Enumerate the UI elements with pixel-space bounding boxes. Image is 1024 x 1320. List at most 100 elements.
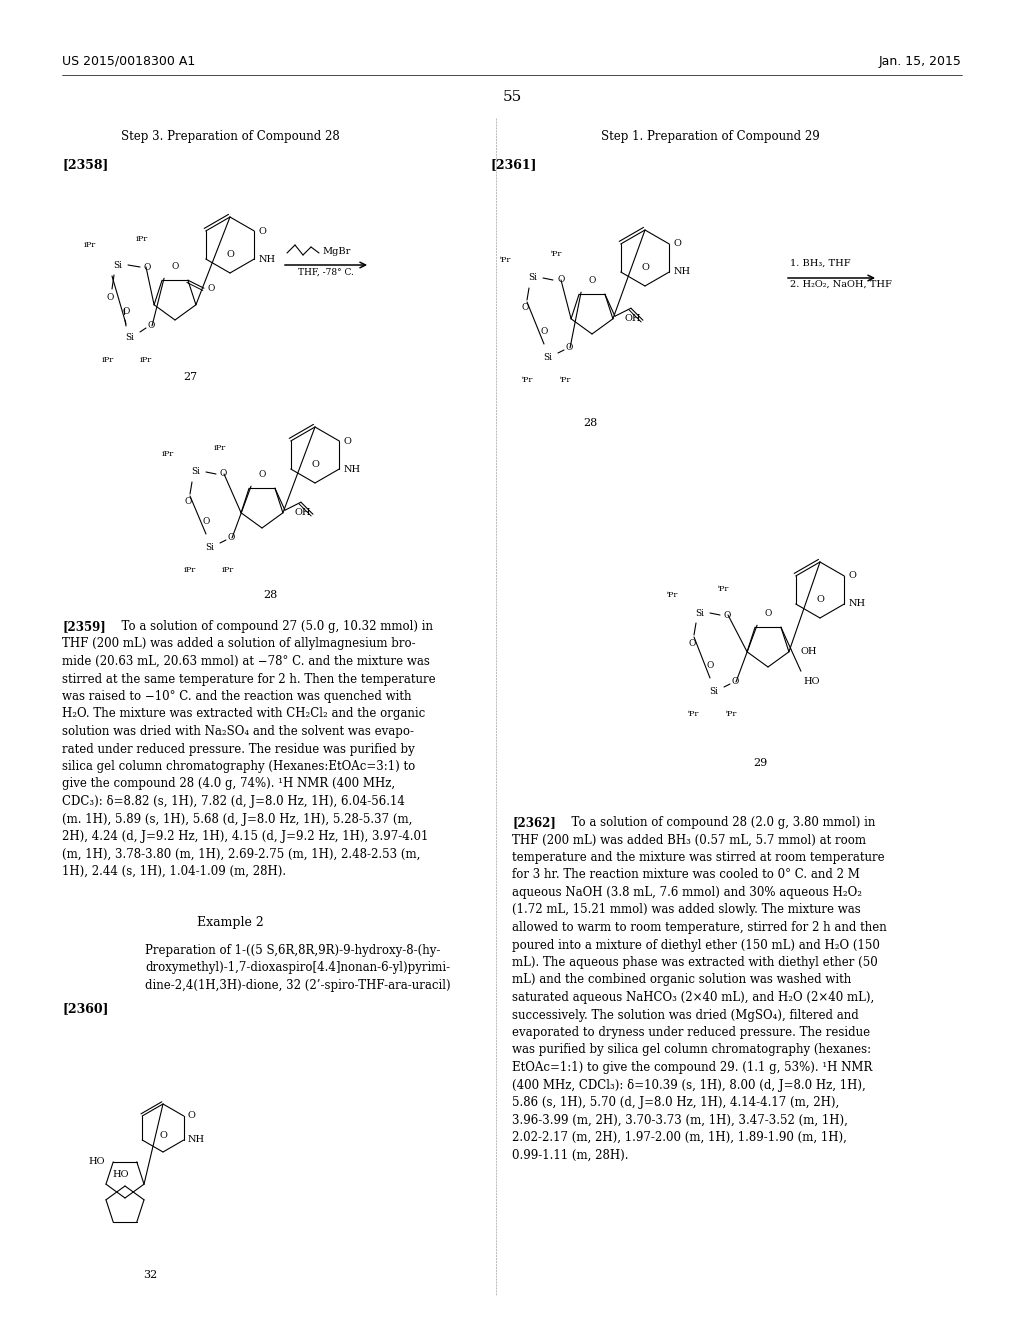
Text: THF, -78° C.: THF, -78° C. [298, 268, 354, 277]
Text: (m. 1H), 5.89 (s, 1H), 5.68 (d, J=8.0 Hz, 1H), 5.28-5.37 (m,: (m. 1H), 5.89 (s, 1H), 5.68 (d, J=8.0 Hz… [62, 813, 413, 825]
Text: ⁱPr: ⁱPr [551, 249, 562, 257]
Text: iPr: iPr [136, 235, 148, 243]
Text: O: O [848, 572, 856, 581]
Text: Preparation of 1-((5 S,6R,8R,9R)-9-hydroxy-8-(hy-: Preparation of 1-((5 S,6R,8R,9R)-9-hydro… [145, 944, 440, 957]
Text: iPr: iPr [162, 450, 174, 458]
Text: O: O [732, 677, 739, 686]
Text: CDC₃): δ=8.82 (s, 1H), 7.82 (d, J=8.0 Hz, 1H), 6.04-56.14: CDC₃): δ=8.82 (s, 1H), 7.82 (d, J=8.0 Hz… [62, 795, 404, 808]
Text: evaporated to dryness under reduced pressure. The residue: evaporated to dryness under reduced pres… [512, 1026, 870, 1039]
Text: mL). The aqueous phase was extracted with diethyl ether (50: mL). The aqueous phase was extracted wit… [512, 956, 878, 969]
Text: O: O [707, 661, 714, 671]
Text: Si: Si [695, 609, 705, 618]
Text: OH: OH [801, 647, 817, 656]
Text: Si: Si [114, 260, 123, 269]
Text: O: O [171, 261, 178, 271]
Text: O: O [557, 276, 564, 285]
Text: dine-2,4(1H,3H)-dione, 32 (2’-spiro-THF-ara-uracil): dine-2,4(1H,3H)-dione, 32 (2’-spiro-THF-… [145, 979, 451, 993]
Text: O: O [521, 304, 528, 313]
Text: O: O [311, 459, 318, 469]
Text: 2H), 4.24 (d, J=9.2 Hz, 1H), 4.15 (d, J=9.2 Hz, 1H), 3.97-4.01: 2H), 4.24 (d, J=9.2 Hz, 1H), 4.15 (d, J=… [62, 830, 428, 843]
Text: poured into a mixture of diethyl ether (150 mL) and H₂O (150: poured into a mixture of diethyl ether (… [512, 939, 880, 952]
Text: (400 MHz, CDCl₃): δ=10.39 (s, 1H), 8.00 (d, J=8.0 Hz, 1H),: (400 MHz, CDCl₃): δ=10.39 (s, 1H), 8.00 … [512, 1078, 865, 1092]
Text: O: O [184, 498, 191, 507]
Text: was raised to −10° C. and the reaction was quenched with: was raised to −10° C. and the reaction w… [62, 690, 412, 704]
Text: O: O [258, 227, 266, 235]
Text: [2360]: [2360] [62, 1002, 109, 1015]
Text: O: O [589, 276, 596, 285]
Text: ⁱPr: ⁱPr [500, 256, 511, 264]
Text: HO: HO [89, 1158, 105, 1167]
Text: Si: Si [126, 334, 134, 342]
Text: Example 2: Example 2 [197, 916, 263, 929]
Text: O: O [144, 263, 152, 272]
Text: iPr: iPr [84, 242, 96, 249]
Text: NH: NH [673, 268, 690, 276]
Text: [2359]: [2359] [62, 620, 105, 634]
Text: HO: HO [113, 1170, 129, 1179]
Text: 1H), 2.44 (s, 1H), 1.04-1.09 (m, 28H).: 1H), 2.44 (s, 1H), 1.04-1.09 (m, 28H). [62, 865, 286, 878]
Text: O: O [106, 293, 114, 301]
Text: NH: NH [258, 255, 275, 264]
Text: O: O [343, 437, 351, 446]
Text: O: O [816, 595, 824, 605]
Text: 28: 28 [583, 418, 597, 428]
Text: O: O [764, 609, 772, 618]
Text: droxymethyl)-1,7-dioxaspiro[4.4]nonan-6-yl)pyrimi-: droxymethyl)-1,7-dioxaspiro[4.4]nonan-6-… [145, 961, 451, 974]
Text: O: O [187, 1111, 196, 1121]
Text: US 2015/0018300 A1: US 2015/0018300 A1 [62, 55, 196, 69]
Text: 1. BH₃, THF: 1. BH₃, THF [790, 259, 851, 268]
Text: To a solution of compound 28 (2.0 g, 3.80 mmol) in: To a solution of compound 28 (2.0 g, 3.8… [564, 816, 876, 829]
Text: 3.96-3.99 (m, 2H), 3.70-3.73 (m, 1H), 3.47-3.52 (m, 1H),: 3.96-3.99 (m, 2H), 3.70-3.73 (m, 1H), 3.… [512, 1114, 848, 1126]
Text: [2358]: [2358] [62, 158, 109, 172]
Text: Si: Si [206, 544, 214, 553]
Text: O: O [724, 610, 731, 619]
Text: stirred at the same temperature for 2 h. Then the temperature: stirred at the same temperature for 2 h.… [62, 672, 435, 685]
Text: O: O [203, 517, 210, 525]
Text: silica gel column chromatography (Hexanes:EtOAc=3:1) to: silica gel column chromatography (Hexane… [62, 760, 416, 774]
Text: give the compound 28 (4.0 g, 74%). ¹H NMR (400 MHz,: give the compound 28 (4.0 g, 74%). ¹H NM… [62, 777, 395, 791]
Text: ⁱPr: ⁱPr [560, 376, 571, 384]
Text: THF (200 mL) was added a solution of allylmagnesium bro-: THF (200 mL) was added a solution of all… [62, 638, 416, 651]
Text: (1.72 mL, 15.21 mmol) was added slowly. The mixture was: (1.72 mL, 15.21 mmol) was added slowly. … [512, 903, 861, 916]
Text: (m, 1H), 3.78-3.80 (m, 1H), 2.69-2.75 (m, 1H), 2.48-2.53 (m,: (m, 1H), 3.78-3.80 (m, 1H), 2.69-2.75 (m… [62, 847, 421, 861]
Text: O: O [688, 639, 695, 648]
Text: ⁱPr: ⁱPr [522, 376, 534, 384]
Text: O: O [541, 327, 548, 337]
Text: O: O [148, 322, 156, 330]
Text: HO: HO [803, 677, 819, 686]
Text: Si: Si [544, 354, 553, 363]
Text: 5.86 (s, 1H), 5.70 (d, J=8.0 Hz, 1H), 4.14-4.17 (m, 2H),: 5.86 (s, 1H), 5.70 (d, J=8.0 Hz, 1H), 4.… [512, 1096, 840, 1109]
Text: NH: NH [187, 1135, 205, 1144]
Text: EtOAc=1:1) to give the compound 29. (1.1 g, 53%). ¹H NMR: EtOAc=1:1) to give the compound 29. (1.1… [512, 1061, 872, 1074]
Text: O: O [220, 470, 227, 479]
Text: solution was dried with Na₂SO₄ and the solvent was evapo-: solution was dried with Na₂SO₄ and the s… [62, 725, 414, 738]
Text: mL) and the combined organic solution was washed with: mL) and the combined organic solution wa… [512, 974, 851, 986]
Text: iPr: iPr [214, 444, 226, 451]
Text: O: O [641, 263, 649, 272]
Text: [2361]: [2361] [490, 158, 537, 172]
Text: O: O [159, 1131, 167, 1140]
Text: 29: 29 [753, 758, 767, 768]
Text: Si: Si [528, 273, 538, 282]
Text: 55: 55 [503, 90, 521, 104]
Text: OH: OH [625, 314, 641, 323]
Text: 28: 28 [263, 590, 278, 601]
Text: O: O [566, 343, 573, 352]
Text: THF (200 mL) was added BH₃ (0.57 mL, 5.7 mmol) at room: THF (200 mL) was added BH₃ (0.57 mL, 5.7… [512, 833, 866, 846]
Text: O: O [208, 284, 215, 293]
Text: iPr: iPr [101, 356, 114, 364]
Text: OH: OH [295, 508, 311, 517]
Text: NH: NH [343, 465, 360, 474]
Text: iPr: iPr [140, 356, 153, 364]
Text: was purified by silica gel column chromatography (hexanes:: was purified by silica gel column chroma… [512, 1044, 871, 1056]
Text: 2.02-2.17 (m, 2H), 1.97-2.00 (m, 1H), 1.89-1.90 (m, 1H),: 2.02-2.17 (m, 2H), 1.97-2.00 (m, 1H), 1.… [512, 1131, 847, 1144]
Text: for 3 hr. The reaction mixture was cooled to 0° C. and 2 M: for 3 hr. The reaction mixture was coole… [512, 869, 860, 882]
Text: O: O [228, 533, 236, 543]
Text: NH: NH [848, 599, 865, 609]
Text: Si: Si [191, 467, 201, 477]
Text: mide (20.63 mL, 20.63 mmol) at −78° C. and the mixture was: mide (20.63 mL, 20.63 mmol) at −78° C. a… [62, 655, 430, 668]
Text: 0.99-1.11 (m, 28H).: 0.99-1.11 (m, 28H). [512, 1148, 629, 1162]
Text: ⁱPr: ⁱPr [718, 585, 729, 593]
Text: O: O [673, 239, 681, 248]
Text: 32: 32 [143, 1270, 157, 1280]
